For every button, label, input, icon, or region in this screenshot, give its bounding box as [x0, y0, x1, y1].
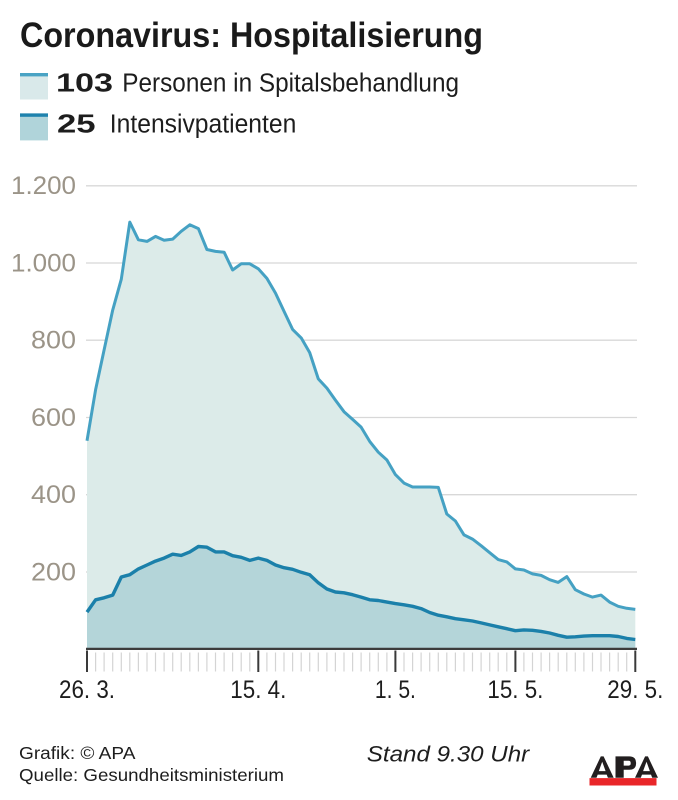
svg-text:Intensivpatienten: Intensivpatienten [110, 110, 296, 138]
svg-text:1.200: 1.200 [11, 172, 76, 200]
svg-text:Stand 9.30 Uhr: Stand 9.30 Uhr [367, 742, 531, 767]
svg-text:Personen in Spitalsbehandlung: Personen in Spitalsbehandlung [122, 69, 459, 97]
svg-text:Grafik: © APA: Grafik: © APA [19, 743, 136, 763]
svg-text:15. 4.: 15. 4. [230, 676, 286, 704]
svg-text:Quelle: Gesundheitsministerium: Quelle: Gesundheitsministerium [19, 765, 284, 785]
svg-text:800: 800 [31, 327, 76, 355]
svg-text:400: 400 [31, 481, 76, 509]
svg-text:1. 5.: 1. 5. [375, 676, 416, 704]
svg-text:600: 600 [31, 404, 76, 432]
svg-text:200: 200 [31, 558, 76, 586]
svg-text:15. 5.: 15. 5. [487, 676, 543, 704]
svg-text:1.000: 1.000 [11, 249, 76, 277]
svg-text:26. 3.: 26. 3. [59, 676, 115, 704]
svg-text:25: 25 [57, 110, 96, 138]
svg-text:103: 103 [56, 69, 113, 97]
svg-text:29. 5.: 29. 5. [607, 676, 663, 704]
svg-text:Coronavirus: Hospitalisierung: Coronavirus: Hospitalisierung [20, 16, 483, 55]
